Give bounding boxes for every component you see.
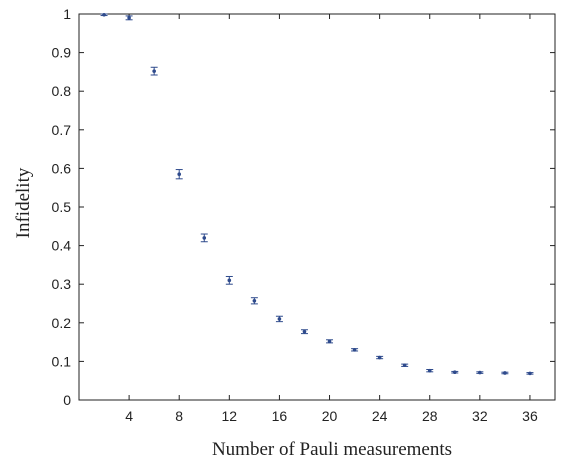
y-tick-label: 0.6: [52, 160, 72, 176]
y-tick-label: 0.2: [52, 315, 72, 331]
data-point: [526, 371, 534, 376]
plot-area: 4 8 12 16 20 24 28 32 36 00.10.20.30.40.50.60.70…: [52, 6, 556, 424]
x-axis-label: Number of Pauli measurements: [212, 439, 452, 459]
point-marker: [452, 370, 457, 375]
point-marker: [227, 278, 232, 283]
data-point: [275, 315, 283, 323]
y-ticks: 0 0.1 0.2 0.3 0.4 0.5 0.6 0.7 0.8 0.9 1: [52, 6, 555, 408]
y-axis-label: Infidelity: [13, 167, 34, 238]
y-tick-label: 0: [63, 392, 71, 408]
x-tick-label: 16: [272, 408, 288, 424]
data-point: [426, 368, 434, 373]
data-point: [501, 371, 509, 375]
x-tick-label: 8: [175, 408, 183, 424]
x-tick-label: 4: [125, 408, 133, 424]
point-marker: [252, 298, 257, 303]
data-point: [200, 233, 208, 243]
data-point: [225, 275, 233, 285]
y-tick-label: 0.7: [52, 122, 72, 138]
data-points: [100, 12, 534, 376]
y-tick-label: 0.4: [52, 238, 72, 254]
point-marker: [302, 329, 307, 334]
y-tick-label: 0.1: [52, 353, 72, 369]
y-tick-label: 1: [63, 6, 71, 22]
point-marker: [528, 371, 532, 376]
plot-frame: [78, 13, 556, 401]
x-tick-label: 20: [322, 408, 338, 424]
point-marker: [127, 16, 131, 20]
data-point: [451, 370, 459, 375]
data-point: [175, 169, 183, 180]
x-ticks: 4 8 12 16 20 24 28 32 36: [125, 14, 538, 424]
x-tick-label: 12: [222, 408, 238, 424]
y-tick-label: 0.8: [52, 83, 72, 99]
x-tick-label: 36: [522, 408, 538, 424]
point-marker: [478, 370, 482, 375]
data-point: [351, 348, 359, 352]
point-marker: [202, 236, 207, 240]
data-point: [376, 355, 384, 360]
data-point: [250, 297, 258, 305]
point-marker: [327, 339, 332, 344]
y-tick-label: 0.9: [52, 45, 72, 61]
point-marker: [277, 317, 282, 321]
data-point: [300, 329, 308, 335]
x-tick-label: 24: [372, 408, 388, 424]
point-marker: [177, 172, 182, 176]
x-tick-label: 28: [422, 408, 438, 424]
point-marker: [503, 371, 507, 375]
data-point: [150, 66, 158, 76]
point-marker: [102, 12, 106, 17]
x-tick-label: 32: [472, 408, 488, 424]
point-marker: [152, 69, 156, 73]
data-point: [326, 339, 334, 344]
data-point: [476, 370, 484, 375]
point-marker: [377, 355, 382, 360]
y-tick-label: 0.3: [52, 276, 72, 292]
point-marker: [427, 368, 432, 373]
data-point: [401, 363, 409, 368]
point-marker: [352, 348, 357, 352]
data-point: [125, 15, 133, 21]
y-tick-label: 0.5: [52, 199, 72, 215]
data-point: [100, 12, 108, 17]
point-marker: [402, 363, 407, 368]
